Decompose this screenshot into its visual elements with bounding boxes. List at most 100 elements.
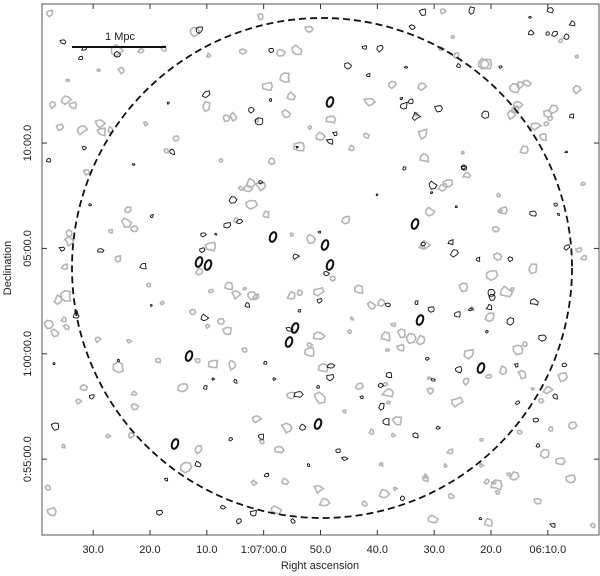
- contour: [553, 202, 559, 207]
- contour: [580, 181, 587, 187]
- contour: [478, 437, 484, 442]
- contour: [163, 477, 169, 482]
- contour: [97, 248, 105, 253]
- contour: [116, 358, 120, 362]
- contour: [491, 480, 497, 485]
- contour: [447, 239, 454, 246]
- source-contour: [290, 322, 300, 334]
- contour: [347, 329, 353, 335]
- contours: [43, 6, 596, 529]
- source-contour: [170, 438, 180, 450]
- contour: [447, 492, 456, 500]
- contour: [244, 302, 251, 308]
- contour: [194, 267, 204, 276]
- contour: [312, 484, 325, 495]
- contour: [557, 372, 569, 383]
- contour: [246, 177, 256, 189]
- contour: [242, 286, 248, 291]
- contour: [254, 117, 264, 126]
- contour: [238, 48, 248, 55]
- contour: [485, 269, 499, 282]
- contour: [385, 400, 392, 405]
- source-contour: [476, 362, 486, 374]
- contour: [375, 193, 379, 197]
- contour: [538, 133, 548, 142]
- contour: [263, 360, 268, 365]
- contour: [315, 131, 327, 141]
- contour: [59, 289, 72, 302]
- contour: [532, 417, 540, 423]
- contour: [528, 263, 538, 275]
- x-axis-label: Right ascension: [281, 560, 359, 572]
- contour: [317, 362, 329, 373]
- contour: [204, 323, 211, 330]
- contour: [306, 462, 311, 467]
- contour: [229, 111, 238, 122]
- contour: [529, 298, 539, 306]
- contour: [519, 144, 529, 155]
- contour: [555, 457, 566, 466]
- contour: [207, 359, 219, 369]
- contour: [506, 472, 512, 477]
- contour: [488, 293, 496, 301]
- contour: [512, 100, 524, 109]
- contour: [443, 462, 448, 468]
- contour: [547, 426, 554, 432]
- contour: [139, 262, 147, 270]
- contour: [261, 81, 274, 92]
- contour: [450, 34, 456, 40]
- contour: [304, 25, 314, 33]
- contour: [194, 357, 201, 364]
- contour: [318, 497, 331, 507]
- y-tick-label: 05:00.0: [22, 230, 34, 267]
- contour: [335, 448, 341, 454]
- contour: [130, 403, 140, 411]
- contour: [552, 393, 558, 400]
- contour: [228, 196, 238, 204]
- contour: [396, 328, 406, 339]
- contour: [509, 470, 520, 481]
- x-tick-label: 20.0: [139, 544, 160, 556]
- contour: [390, 432, 397, 438]
- source-contour: [284, 336, 294, 348]
- contour: [199, 247, 206, 254]
- contour: [214, 232, 218, 236]
- contour: [491, 225, 501, 233]
- x-tick-label: 30.0: [423, 544, 444, 556]
- contour: [331, 131, 338, 137]
- contour: [522, 79, 533, 87]
- contour: [368, 427, 375, 436]
- contour: [68, 101, 78, 110]
- contour: [112, 360, 125, 374]
- contour: [88, 203, 93, 207]
- contour: [428, 180, 438, 190]
- contour: [263, 472, 270, 478]
- contour: [415, 334, 426, 346]
- contour: [188, 308, 197, 316]
- contour: [361, 45, 367, 50]
- contour: [403, 65, 409, 69]
- contour: [146, 282, 152, 288]
- contour: [484, 312, 495, 323]
- contour: [298, 423, 307, 431]
- contour: [220, 505, 227, 510]
- contour: [376, 297, 386, 307]
- contour: [156, 509, 164, 516]
- contour: [485, 330, 489, 334]
- contour: [202, 100, 211, 113]
- contour: [262, 210, 270, 219]
- contour: [200, 313, 210, 322]
- x-tick-label: 10.0: [196, 544, 217, 556]
- contour: [172, 135, 180, 142]
- contour: [237, 185, 245, 191]
- contour: [538, 334, 547, 342]
- contour: [507, 256, 514, 263]
- contour: [221, 326, 232, 336]
- contour: [461, 171, 472, 179]
- contour: [60, 316, 67, 323]
- contour: [130, 225, 139, 233]
- contour: [62, 323, 71, 331]
- contour: [297, 309, 302, 313]
- contour: [44, 484, 51, 491]
- contour: [292, 253, 301, 261]
